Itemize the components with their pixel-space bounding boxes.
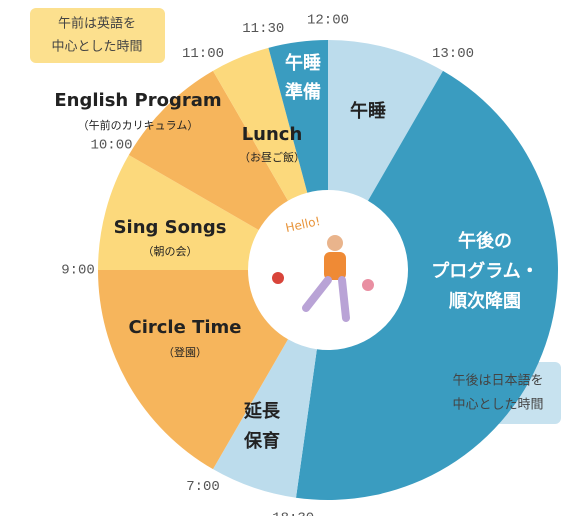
segment-label: （登園） [163, 345, 207, 359]
segment-label: Lunch [242, 124, 303, 145]
time-label: 11:30 [242, 21, 284, 37]
segment-label: 保育 [243, 430, 280, 452]
child [272, 272, 284, 284]
segment-label: Sing Songs [114, 217, 227, 238]
segment-label: 午睡 [285, 52, 321, 74]
time-label: 18:30 [272, 510, 314, 516]
segment-label: 午後の [458, 230, 512, 252]
schedule-chart: 午睡午後のプログラム・順次降園延長保育 Circle Time （登園） Sing S… [0, 0, 564, 516]
segment-label: （お昼ご飯） [239, 150, 305, 164]
note-text: 中心とした時間 [51, 40, 142, 55]
segment-label: （朝の会） [143, 245, 198, 258]
time-label: 7:00 [186, 479, 220, 495]
segment-label: 延長 [243, 401, 281, 422]
note-text: 午前は英語を [58, 16, 136, 32]
segment-label: プログラム・ [431, 260, 538, 282]
segment-label: 順次降園 [449, 290, 521, 312]
time-label: 9:00 [61, 263, 95, 279]
time-label: 10:00 [90, 138, 132, 154]
child [362, 279, 374, 291]
figure-body [324, 252, 346, 280]
figure-head [327, 235, 343, 251]
segment-label: 午睡 [350, 100, 386, 122]
note-text: 午後は日本語を [452, 373, 543, 389]
time-label: 12:00 [307, 13, 349, 29]
note-text: 中心とした時間 [452, 398, 543, 413]
segment-label: （午前のカリキュラム） [78, 118, 199, 132]
time-label: 11:00 [182, 46, 224, 62]
segment-label: English Program [54, 90, 221, 111]
time-label: 13:00 [432, 46, 474, 62]
segment-label: Circle Time [129, 317, 242, 338]
segment-label: 準備 [285, 81, 321, 103]
